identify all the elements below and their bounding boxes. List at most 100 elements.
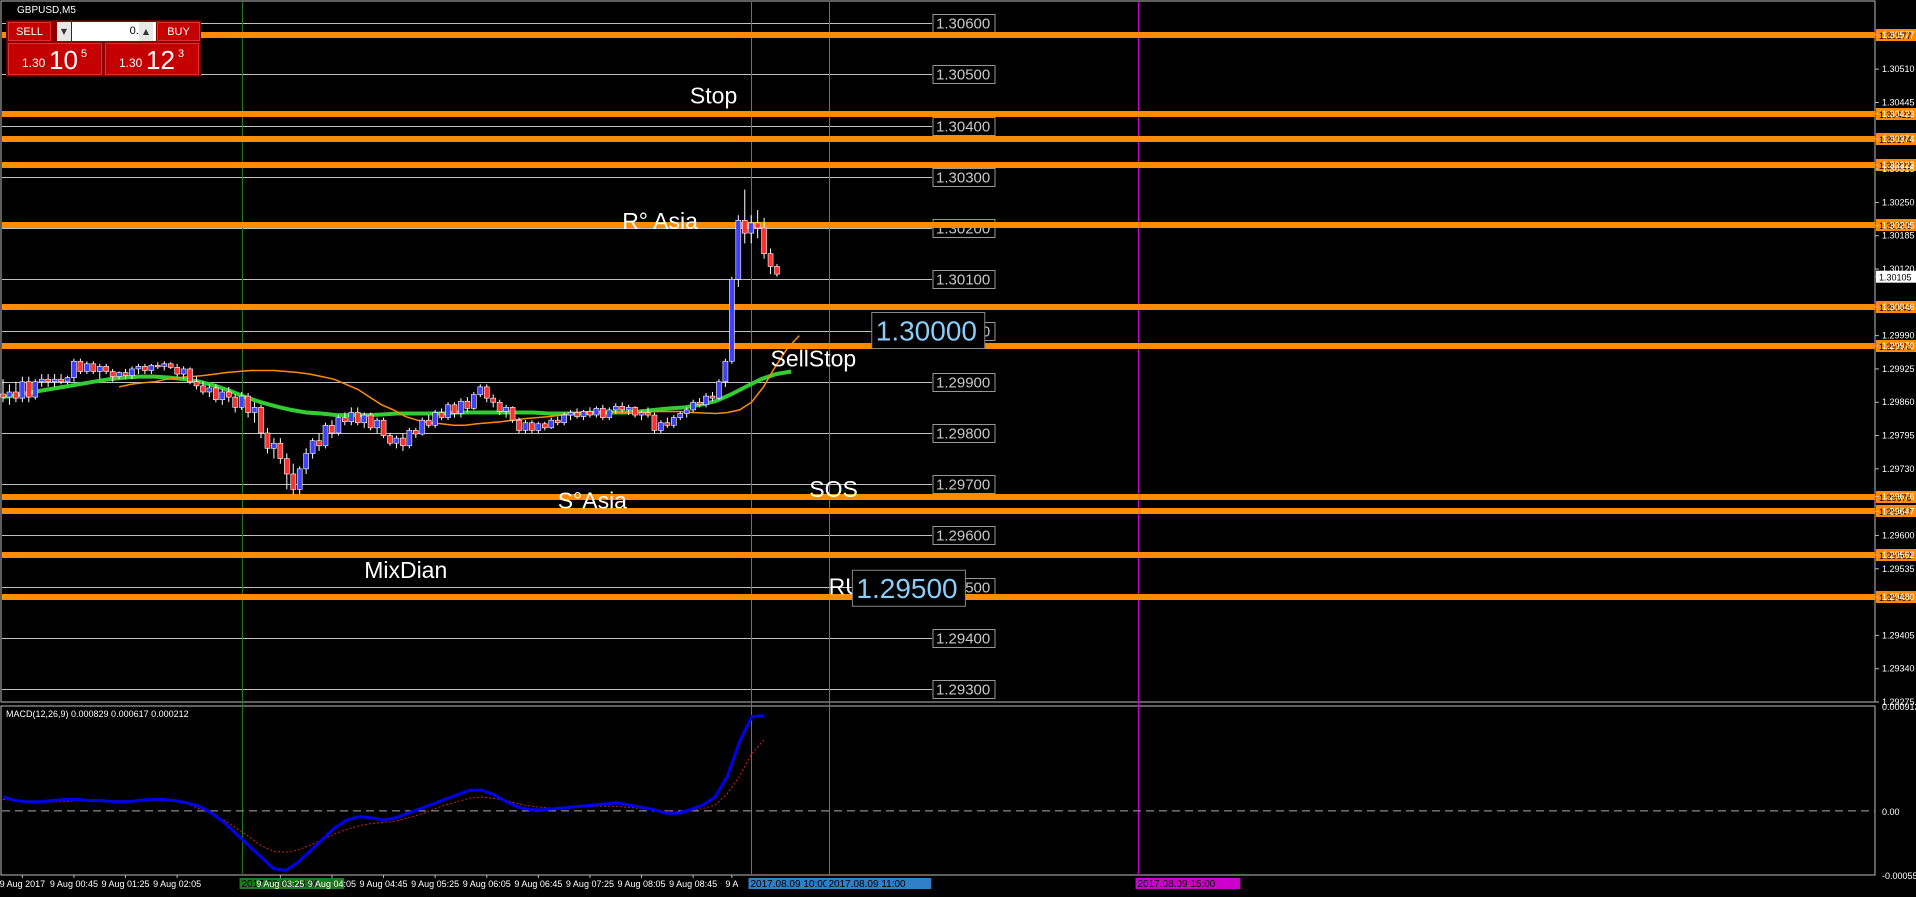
round-level-label: 1.29600 xyxy=(936,528,990,545)
candle-body xyxy=(600,408,606,418)
candle xyxy=(290,463,297,495)
price-level-tag xyxy=(1876,591,1916,603)
candle xyxy=(561,412,567,426)
candle xyxy=(13,381,19,403)
candle xyxy=(342,412,348,426)
candle xyxy=(6,384,13,405)
buy-price-point: 3 xyxy=(178,48,185,60)
chart-annotation-label: S°Asia xyxy=(558,487,627,513)
candle-body xyxy=(174,367,180,375)
candle-body xyxy=(309,440,316,454)
price-label-text: 1.30000 xyxy=(876,316,977,347)
candle-body xyxy=(709,395,716,399)
level-lines-layer[interactable]: 1.30577 1.30423 1.30374 1.30323 1.30205 1.300… xyxy=(2,29,1916,603)
price-axis-label: 1.30120 xyxy=(1882,264,1915,274)
price-axis-label: 1.30046 xyxy=(1882,302,1915,312)
candle-body xyxy=(13,391,19,399)
one-click-trading-panel: SELL ▼ 0.22 ▲ BUY 1.30 10 5 1.30 12 3 xyxy=(6,20,201,77)
candle xyxy=(51,374,58,387)
candle xyxy=(664,417,671,428)
candle xyxy=(554,416,561,426)
candle-body xyxy=(645,412,651,416)
candle xyxy=(619,402,626,413)
candle xyxy=(367,412,374,431)
candle xyxy=(638,409,645,421)
candle xyxy=(361,412,368,428)
price-axis-label: 1.30577 xyxy=(1882,30,1915,40)
price-level-tag-label: 1.30323 xyxy=(1879,161,1912,171)
time-axis-label: 9 Aug 06:05 xyxy=(463,879,511,889)
price-axis-label: 1.29730 xyxy=(1882,464,1915,474)
round-level-label: 1.30400 xyxy=(936,119,990,136)
candle xyxy=(425,415,432,428)
candle-body xyxy=(103,366,109,372)
price-level-tag xyxy=(1876,491,1916,503)
candle-body xyxy=(316,440,322,447)
sell-price-button[interactable]: 1.30 10 5 xyxy=(8,43,102,75)
sell-price-prefix: 1.30 xyxy=(22,56,46,70)
candle-body xyxy=(45,378,51,383)
macd-main-line xyxy=(2,714,765,873)
candle-body xyxy=(303,453,309,470)
candle-body xyxy=(84,363,90,372)
candle xyxy=(754,210,761,239)
candle xyxy=(296,466,303,495)
candle-body xyxy=(690,401,696,411)
candle xyxy=(129,366,135,380)
price-axis-label: 1.29405 xyxy=(1882,630,1915,640)
candle xyxy=(393,435,400,449)
price-axis-label: 1.29340 xyxy=(1882,664,1915,674)
price-axis-label: 1.29562 xyxy=(1882,550,1915,560)
candle xyxy=(329,420,335,439)
candle-body xyxy=(729,278,735,362)
candle-body xyxy=(283,458,290,475)
candle xyxy=(761,217,767,259)
candle xyxy=(122,368,129,380)
candle-body xyxy=(503,407,509,412)
sell-price-point: 5 xyxy=(81,48,88,60)
lot-decrease-button[interactable]: ▼ xyxy=(57,22,71,41)
sell-button[interactable]: SELL xyxy=(8,22,51,41)
buy-price-button[interactable]: 1.30 12 3 xyxy=(105,43,199,75)
candle xyxy=(238,391,245,410)
candle xyxy=(471,391,477,410)
buy-price-pips: 12 xyxy=(146,45,175,75)
chart-annotation-label: R° Asia xyxy=(622,208,698,234)
price-level-tag-label: 1.30577 xyxy=(1879,31,1912,41)
candle-body xyxy=(322,424,329,447)
time-axis-label: 9 Aug 02:05 xyxy=(153,879,201,889)
candle xyxy=(464,397,471,413)
candle-body xyxy=(200,385,206,393)
lot-increase-button[interactable]: ▲ xyxy=(139,22,153,41)
candle xyxy=(522,420,529,433)
price-axis-label: 1.29535 xyxy=(1882,564,1915,574)
candle-body xyxy=(251,407,258,413)
candle xyxy=(567,409,574,421)
candle-body xyxy=(354,412,361,424)
candle xyxy=(109,368,116,382)
time-axis-label: 9 Aug 08:05 xyxy=(618,879,666,889)
time-axis-label: 9 Aug 2017 xyxy=(0,879,45,889)
price-level-tag xyxy=(1876,505,1916,517)
price-axis-label: 1.30185 xyxy=(1882,231,1915,241)
candle xyxy=(406,427,413,449)
candle-body xyxy=(277,442,284,459)
time-marker-layer[interactable]: 2017.08.09 03:00 2017.08.09 10:00 2017.08.… xyxy=(239,2,1241,890)
candle xyxy=(303,448,309,474)
candle-body xyxy=(593,408,600,416)
buy-button[interactable]: BUY xyxy=(157,22,200,41)
candle xyxy=(380,417,387,439)
candle-body xyxy=(490,397,497,403)
price-level-tag-label: 1.29647 xyxy=(1879,507,1912,517)
time-marker-tag xyxy=(826,878,932,889)
price-level-tag-label: 1.29562 xyxy=(1879,551,1912,561)
candle xyxy=(271,438,277,459)
time-axis-label: 9 Aug 05:25 xyxy=(411,879,459,889)
candle-body xyxy=(541,423,548,429)
round-level-label-box xyxy=(932,475,996,494)
symbol-title: GBPUSD,M5 xyxy=(17,5,76,16)
time-marker-label: 2017.08.09 10:00 xyxy=(751,879,829,890)
candle-body xyxy=(419,419,426,435)
